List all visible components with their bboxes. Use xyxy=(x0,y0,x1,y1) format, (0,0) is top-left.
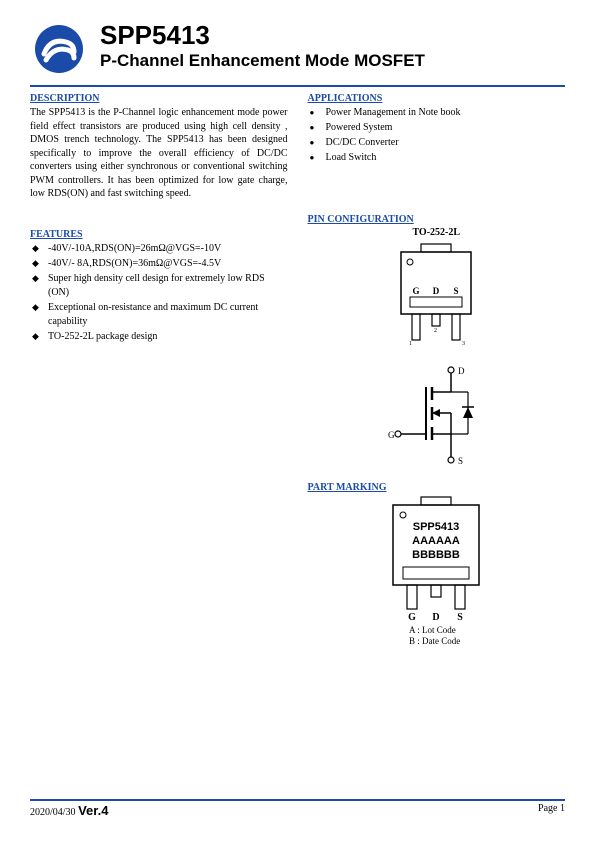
left-column: DESCRIPTION The SPP5413 is the P-Channel… xyxy=(30,93,288,655)
list-item: Load Switch xyxy=(308,151,566,165)
list-item: Powered System xyxy=(308,121,566,135)
pin-label: D xyxy=(433,286,440,296)
terminal-label: G xyxy=(388,430,395,440)
description-text: The SPP5413 is the P-Channel logic enhan… xyxy=(30,106,288,201)
list-item: TO-252-2L package design xyxy=(30,330,288,344)
pin-label: G xyxy=(413,286,420,296)
terminal-label: S xyxy=(458,456,463,466)
package-diagram: G D S 1 2 3 xyxy=(308,242,566,352)
applications-list: Power Management in Note book Powered Sy… xyxy=(308,106,566,165)
applications-title: APPLICATIONS xyxy=(308,93,566,104)
pin-label: D xyxy=(433,612,440,623)
list-item: -40V/- 8A,RDS(ON)=36mΩ@VGS=-4.5V xyxy=(30,257,288,271)
list-item: -40V/-10A,RDS(ON)=26mΩ@VGS=-10V xyxy=(30,242,288,256)
footer-version: Ver.4 xyxy=(78,803,108,818)
part-marking-title: PART MARKING xyxy=(308,482,566,493)
marking-note: A : Lot Code xyxy=(409,625,456,635)
features-list: -40V/-10A,RDS(ON)=26mΩ@VGS=-10V -40V/- 8… xyxy=(30,242,288,344)
pin-label: S xyxy=(454,286,459,296)
pin-label: S xyxy=(457,612,463,623)
marking-line: AAAAAA xyxy=(412,535,460,547)
right-column: APPLICATIONS Power Management in Note bo… xyxy=(308,93,566,655)
marking-line: BBBBBB xyxy=(412,549,460,561)
part-marking-diagram: SPP5413 AAAAAA BBBBBB G D S A : Lot Code… xyxy=(308,495,566,645)
header-divider xyxy=(30,85,565,87)
list-item: DC/DC Converter xyxy=(308,136,566,150)
footer-page: Page 1 xyxy=(538,803,565,818)
package-name: TO-252-2L xyxy=(308,227,566,238)
schematic-symbol: D xyxy=(308,362,566,472)
description-title: DESCRIPTION xyxy=(30,93,288,104)
logo xyxy=(30,20,88,81)
footer-date: 2020/04/30 xyxy=(30,807,76,818)
marking-line: SPP5413 xyxy=(413,521,459,533)
part-number: SPP5413 xyxy=(100,20,565,51)
header: SPP5413 P-Channel Enhancement Mode MOSFE… xyxy=(30,20,565,81)
list-item: Power Management in Note book xyxy=(308,106,566,120)
pin-number: 1 xyxy=(409,341,412,347)
pin-number: 3 xyxy=(462,341,465,347)
footer-left: 2020/04/30 Ver.4 xyxy=(30,803,108,818)
content-columns: DESCRIPTION The SPP5413 is the P-Channel… xyxy=(30,93,565,655)
pin-label: G xyxy=(408,612,416,623)
marking-note: B : Date Code xyxy=(409,636,460,645)
pin-number: 2 xyxy=(434,328,437,334)
list-item: Super high density cell design for extre… xyxy=(30,272,288,300)
list-item: Exceptional on-resistance and maximum DC… xyxy=(30,301,288,329)
footer: 2020/04/30 Ver.4 Page 1 xyxy=(30,799,565,818)
title-block: SPP5413 P-Channel Enhancement Mode MOSFE… xyxy=(100,20,565,71)
features-title: FEATURES xyxy=(30,229,288,240)
subtitle: P-Channel Enhancement Mode MOSFET xyxy=(100,51,565,71)
pin-config-title: PIN CONFIGURATION xyxy=(308,214,566,225)
terminal-label: D xyxy=(458,366,465,376)
